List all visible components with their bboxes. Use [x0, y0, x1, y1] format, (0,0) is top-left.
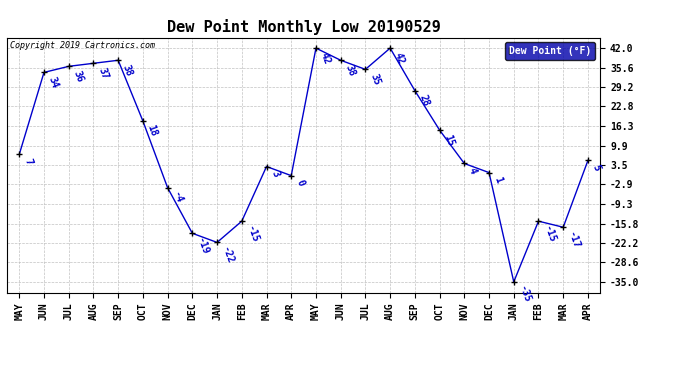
Text: -15: -15 — [541, 224, 557, 244]
Text: -17: -17 — [566, 230, 582, 250]
Text: -35: -35 — [517, 285, 532, 304]
Title: Dew Point Monthly Low 20190529: Dew Point Monthly Low 20190529 — [167, 19, 440, 35]
Text: 42: 42 — [319, 51, 332, 65]
Text: 0: 0 — [294, 178, 306, 188]
Text: 38: 38 — [344, 63, 357, 78]
Text: -4: -4 — [170, 190, 184, 205]
Text: 42: 42 — [393, 51, 406, 65]
Text: 18: 18 — [146, 124, 159, 138]
Text: -19: -19 — [195, 236, 210, 256]
Text: 34: 34 — [47, 75, 60, 90]
Text: 36: 36 — [72, 69, 85, 84]
Text: 4: 4 — [467, 166, 478, 175]
Text: 15: 15 — [442, 133, 456, 147]
Text: Copyright 2019 Cartronics.com: Copyright 2019 Cartronics.com — [10, 41, 155, 50]
Text: 28: 28 — [417, 93, 431, 108]
Text: -22: -22 — [220, 245, 235, 265]
Legend: Dew Point (°F): Dew Point (°F) — [505, 42, 595, 60]
Text: -15: -15 — [244, 224, 260, 244]
Text: 7: 7 — [22, 157, 33, 166]
Text: 1: 1 — [492, 176, 503, 184]
Text: 37: 37 — [96, 66, 110, 81]
Text: 35: 35 — [368, 72, 382, 87]
Text: 3: 3 — [269, 169, 281, 178]
Text: 38: 38 — [121, 63, 135, 78]
Text: 5: 5 — [591, 163, 602, 172]
